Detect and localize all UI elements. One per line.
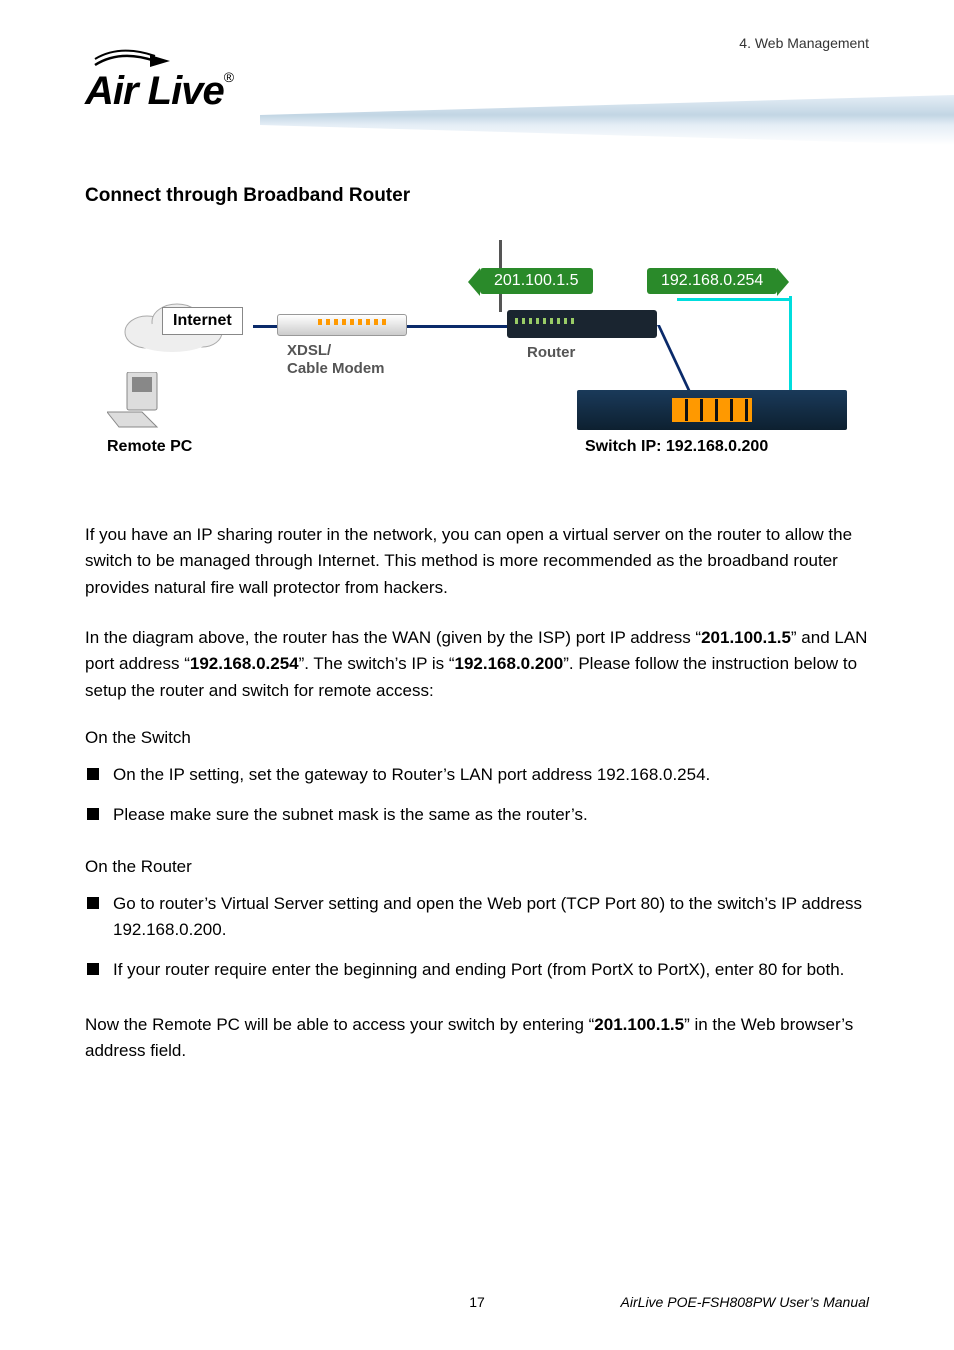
network-diagram: Internet XDSL/ Cable Modem Router 201.10… bbox=[107, 232, 847, 462]
router-icon bbox=[507, 310, 657, 338]
logo-registered: ® bbox=[224, 69, 233, 85]
text-segment: ”. The switch’s IP is “ bbox=[299, 654, 455, 673]
list-item: If your router require enter the beginni… bbox=[85, 957, 869, 983]
page-header: 4. Web Management Air Live® bbox=[85, 35, 869, 145]
switch-ports-icon bbox=[672, 398, 752, 422]
remote-pc-label: Remote PC bbox=[107, 438, 192, 456]
ip-lan-text: 192.168.0.254 bbox=[190, 654, 299, 673]
section-title: Connect through Broadband Router bbox=[85, 185, 869, 207]
logo-name: Air Live bbox=[85, 69, 224, 113]
diagram-line bbox=[677, 298, 791, 301]
switch-list: On the IP setting, set the gateway to Ro… bbox=[85, 762, 869, 829]
router-list: Go to router’s Virtual Server setting an… bbox=[85, 891, 869, 984]
ip-switch-text: 192.168.0.200 bbox=[455, 654, 564, 673]
modem-label-line1: XDSL/ bbox=[287, 342, 331, 359]
logo-text: Air Live® bbox=[85, 69, 233, 114]
internet-label: Internet bbox=[162, 307, 243, 335]
page-number: 17 bbox=[469, 1294, 485, 1310]
brand-logo: Air Live® bbox=[85, 47, 233, 114]
list-item: Please make sure the subnet mask is the … bbox=[85, 802, 869, 828]
modem-label: XDSL/ Cable Modem bbox=[287, 342, 385, 378]
switch-ip-label: Switch IP: 192.168.0.200 bbox=[585, 438, 768, 456]
diagram-line bbox=[407, 325, 507, 328]
text-segment: In the diagram above, the router has the… bbox=[85, 628, 701, 647]
logo-swoosh-icon bbox=[90, 47, 175, 69]
pc-icon bbox=[107, 372, 162, 432]
breadcrumb: 4. Web Management bbox=[739, 35, 869, 51]
paragraph-intro: If you have an IP sharing router in the … bbox=[85, 522, 869, 601]
on-switch-heading: On the Switch bbox=[85, 728, 869, 748]
router-label: Router bbox=[527, 344, 575, 361]
modem-label-line2: Cable Modem bbox=[287, 360, 385, 377]
page: 4. Web Management Air Live® Connect thro… bbox=[0, 0, 954, 1350]
text-segment: Now the Remote PC will be able to access… bbox=[85, 1015, 594, 1034]
switch-icon bbox=[577, 390, 847, 430]
ip-access-text: 201.100.1.5 bbox=[594, 1015, 684, 1034]
on-router-heading: On the Router bbox=[85, 857, 869, 877]
header-gradient-bar bbox=[260, 95, 954, 145]
diagram-line bbox=[657, 325, 692, 393]
manual-title: AirLive POE-FSH808PW User’s Manual bbox=[621, 1294, 869, 1310]
list-item: On the IP setting, set the gateway to Ro… bbox=[85, 762, 869, 788]
paragraph-conclusion: Now the Remote PC will be able to access… bbox=[85, 1012, 869, 1065]
diagram-line bbox=[789, 296, 792, 392]
ip-wan-text: 201.100.1.5 bbox=[701, 628, 791, 647]
paragraph-ips: In the diagram above, the router has the… bbox=[85, 625, 869, 704]
page-footer: 17 AirLive POE-FSH808PW User’s Manual bbox=[85, 1294, 869, 1310]
wan-ip-pill: 201.100.1.5 bbox=[480, 268, 593, 294]
lan-ip-pill: 192.168.0.254 bbox=[647, 268, 777, 294]
list-item: Go to router’s Virtual Server setting an… bbox=[85, 891, 869, 944]
modem-icon bbox=[277, 314, 407, 336]
